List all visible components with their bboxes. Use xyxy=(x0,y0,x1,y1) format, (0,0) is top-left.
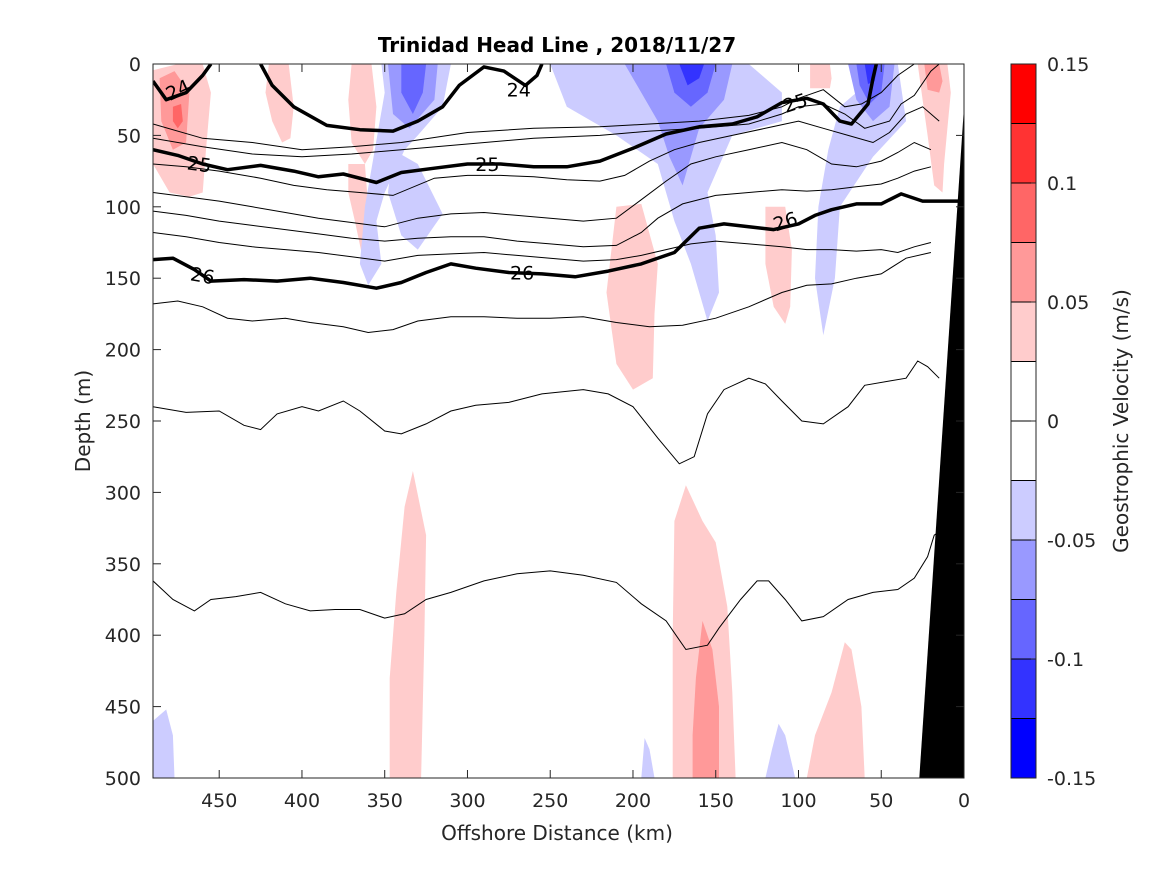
density-contour-line xyxy=(153,232,932,262)
x-tick-label: 200 xyxy=(615,790,651,812)
x-tick-label: 400 xyxy=(284,790,320,812)
colorbar-swatch xyxy=(1011,302,1036,362)
colorbar-tick-label: -0.15 xyxy=(1047,768,1096,790)
y-tick-label: 350 xyxy=(105,554,141,576)
density-contour-line xyxy=(153,64,915,151)
density-contour-line xyxy=(153,106,940,196)
colorbar-tick-label: 0.15 xyxy=(1047,54,1089,76)
positive-velocity-patch xyxy=(765,206,792,324)
y-tick-label: 300 xyxy=(105,482,141,504)
density-contour-bold-25 xyxy=(153,64,879,185)
negative-velocity-patch xyxy=(153,709,175,778)
colorbar-tick-label: 0 xyxy=(1047,411,1059,433)
x-tick-label: 300 xyxy=(449,790,485,812)
colorbar-swatch xyxy=(1011,123,1036,184)
x-tick-label: 250 xyxy=(532,790,568,812)
y-tick-label: 150 xyxy=(105,268,141,290)
contour-label: 25 xyxy=(186,152,213,177)
colorbar-label: Geostrophic Velocity (m/s) xyxy=(1109,289,1133,553)
positive-velocity-patch xyxy=(806,642,865,778)
x-tick-label: 150 xyxy=(698,790,734,812)
negative-velocity-patch xyxy=(359,64,451,286)
negative-velocity-patch xyxy=(765,723,796,778)
x-tick-label: 350 xyxy=(367,790,403,812)
density-contour-line xyxy=(153,360,940,465)
colorbar-swatch xyxy=(1011,599,1036,660)
positive-velocity-patch xyxy=(348,64,377,164)
x-tick-label: 0 xyxy=(958,790,970,812)
y-tick-label: 200 xyxy=(105,340,141,362)
positive-velocity-patch xyxy=(389,471,427,778)
x-axis-label: Offshore Distance (km) xyxy=(441,821,673,845)
colorbar-swatch xyxy=(1011,480,1036,541)
positive-velocity-patch xyxy=(917,64,951,193)
negative-velocity-patch xyxy=(641,738,655,778)
negative-velocity-patch xyxy=(815,64,907,336)
colorbar-tick-label: 0.1 xyxy=(1047,173,1077,195)
negative-velocity-patch xyxy=(388,149,443,250)
negative-velocity-patch xyxy=(679,64,705,86)
chart-title: Trinidad Head Line , 2018/11/27 xyxy=(378,33,736,57)
positive-velocity-patch xyxy=(810,64,832,89)
density-contour-bold-24 xyxy=(259,64,544,133)
colorbar-swatch xyxy=(1011,540,1036,600)
seafloor-bathymetry xyxy=(919,106,964,778)
density-contour-line xyxy=(153,527,945,651)
x-tick-label: 50 xyxy=(869,790,893,812)
colorbar-swatch xyxy=(1011,361,1036,422)
positive-velocity-patch xyxy=(692,620,719,778)
colorbar-swatch xyxy=(1011,64,1036,124)
y-tick-label: 100 xyxy=(105,197,141,219)
density-contour-bold-26 xyxy=(153,192,964,290)
y-tick-label: 250 xyxy=(105,411,141,433)
colorbar: 0.15 0.1 0.05 0 -0.05 -0.1 -0.15 xyxy=(1010,54,1096,790)
positive-velocity-patch xyxy=(172,104,183,129)
colorbar-tick-label: -0.1 xyxy=(1047,649,1084,671)
colorbar-swatch xyxy=(1011,242,1036,303)
density-contour-line xyxy=(153,141,932,228)
positive-velocity-patch xyxy=(924,64,943,93)
density-contour-line xyxy=(153,166,932,248)
y-axis-label: Depth (m) xyxy=(71,370,95,472)
positive-velocity-patch xyxy=(606,203,658,390)
y-tick-label: 0 xyxy=(129,54,141,76)
colorbar-swatch xyxy=(1011,659,1036,719)
contour-label: 25 xyxy=(475,154,499,176)
density-contour-line xyxy=(153,252,932,334)
y-tick-label: 400 xyxy=(105,625,141,647)
contour-label: 24 xyxy=(507,80,531,102)
density-contour-bold-24 xyxy=(153,64,213,102)
negative-velocity-patch xyxy=(666,64,716,107)
y-tick-label: 50 xyxy=(117,125,141,147)
y-tick-label: 500 xyxy=(105,768,141,790)
negative-velocity-patch xyxy=(550,64,782,321)
x-tick-label: 450 xyxy=(201,790,237,812)
colorbar-swatch xyxy=(1011,421,1036,481)
colorbar-tick-label: 0.05 xyxy=(1047,292,1089,314)
colorbar-swatch xyxy=(1011,183,1036,243)
contour-label: 26 xyxy=(189,263,217,289)
x-tick-label: 100 xyxy=(780,790,816,812)
negative-velocity-patch xyxy=(401,64,427,114)
colorbar-tick-label: -0.05 xyxy=(1047,530,1096,552)
y-tick-label: 450 xyxy=(105,697,141,719)
contour-label: 26 xyxy=(510,262,534,284)
axes: 450 400 350 300 250 200 150 100 50 00501001502002… xyxy=(105,54,970,812)
colorbar-swatch xyxy=(1011,718,1036,779)
